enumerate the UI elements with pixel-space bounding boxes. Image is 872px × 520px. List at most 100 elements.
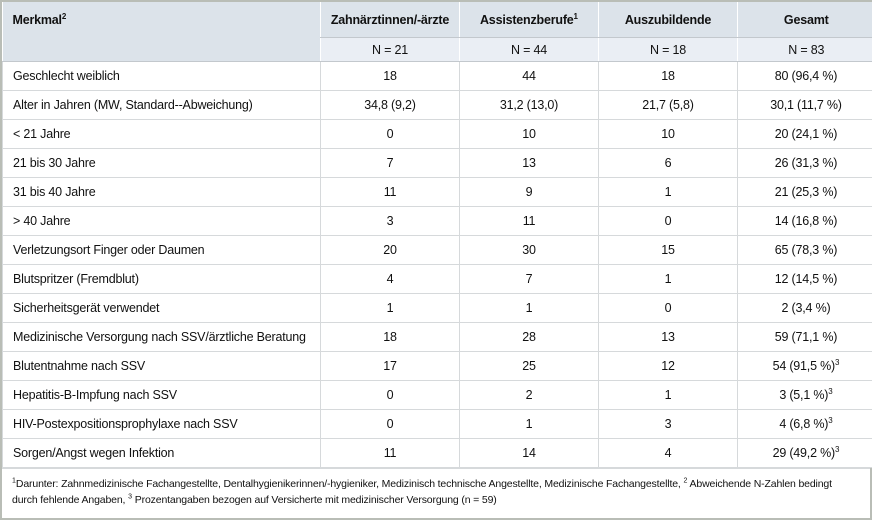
table-body: Geschlecht weiblich 18 44 18 80 (96,4 %)…: [2, 61, 872, 468]
row-label: 21 bis 30 Jahre: [2, 148, 321, 178]
row-label: Geschlecht weiblich: [2, 61, 321, 91]
row-value: 11: [459, 206, 599, 236]
row-value: 11: [320, 438, 460, 468]
row-value: 18: [320, 61, 460, 91]
row-value: 0: [320, 380, 460, 410]
row-value: 2 (3,4 %): [737, 293, 872, 323]
row-value: 29 (49,2 %)3: [737, 438, 872, 468]
row-label: Blutspritzer (Fremdblut): [2, 264, 321, 294]
table-footnotes: 1Darunter: Zahnmedizinische Fachangestel…: [2, 468, 870, 518]
row-value: 30: [459, 235, 599, 265]
row-value: 20 (24,1 %): [737, 119, 872, 149]
row-value: 4: [320, 264, 460, 294]
row-value: 14: [459, 438, 599, 468]
row-value: 54 (91,5 %)3: [737, 351, 872, 381]
table-row: Sorgen/Angst wegen Infektion 11 14 4 29 …: [2, 438, 872, 468]
table-row: HIV-Postexpositionsprophylaxe nach SSV 0…: [2, 409, 872, 439]
row-value: 3: [320, 206, 460, 236]
table-row: > 40 Jahre 3 11 0 14 (16,8 %): [2, 206, 872, 236]
n-count-zahnaerzte: N = 21: [320, 37, 460, 62]
row-value: 11: [320, 177, 460, 207]
row-value: 26 (31,3 %): [737, 148, 872, 178]
header-label: Assistenzberufe: [479, 12, 574, 27]
table-row: Medizinische Versorgung nach SSV/ärztlic…: [2, 322, 872, 352]
row-value: 7: [320, 148, 460, 178]
row-value: 4 (6,8 %)3: [737, 409, 872, 439]
header-cell-assistenzberufe: Assistenzberufe1: [459, 2, 599, 38]
n-count-row: N = 21 N = 44 N = 18 N = 83: [3, 37, 872, 62]
row-value: 2: [459, 380, 599, 410]
row-value: 17: [320, 351, 460, 381]
header-label: Zahnärztinnen/-ärzte: [330, 12, 450, 27]
row-value: 12 (14,5 %): [737, 264, 872, 294]
row-value: 13: [598, 322, 738, 352]
header-cell-zahnaerzte: Zahnärztinnen/-ärzte: [320, 2, 460, 38]
row-value: 9: [459, 177, 599, 207]
row-value: 0: [320, 119, 460, 149]
table-row: 21 bis 30 Jahre 7 13 6 26 (31,3 %): [2, 148, 872, 178]
row-value: 1: [459, 293, 599, 323]
header-row: Merkmal2 Zahnärztinnen/-ärzte Assistenzb…: [2, 2, 872, 62]
row-value: 28: [459, 322, 599, 352]
row-value: 15: [598, 235, 738, 265]
table-row: Alter in Jahren (MW, Standard--Abweichun…: [2, 90, 872, 120]
row-value: 21 (25,3 %): [737, 177, 872, 207]
row-value: 13: [459, 148, 599, 178]
header-label: Auszubildende: [624, 12, 712, 27]
row-value: 1: [598, 264, 738, 294]
row-value: 0: [598, 206, 738, 236]
row-value: 14 (16,8 %): [737, 206, 872, 236]
n-count-auszubildende: N = 18: [598, 37, 738, 62]
row-label: < 21 Jahre: [2, 119, 321, 149]
row-label: Sicherheitsgerät verwendet: [2, 293, 321, 323]
row-value: 12: [598, 351, 738, 381]
table-row: 31 bis 40 Jahre 11 9 1 21 (25,3 %): [2, 177, 872, 207]
table-row: Geschlecht weiblich 18 44 18 80 (96,4 %): [2, 61, 872, 91]
row-value: 31,2 (13,0): [459, 90, 599, 120]
row-value: 10: [459, 119, 599, 149]
table-row: < 21 Jahre 0 10 10 20 (24,1 %): [2, 119, 872, 149]
header-superscript: 2: [61, 11, 67, 21]
data-table: Merkmal2 Zahnärztinnen/-ärzte Assistenzb…: [2, 2, 872, 468]
row-value: 20: [320, 235, 460, 265]
row-label: 31 bis 40 Jahre: [2, 177, 321, 207]
table-row: Verletzungsort Finger oder Daumen 20 30 …: [2, 235, 872, 265]
row-label: Verletzungsort Finger oder Daumen: [2, 235, 321, 265]
row-value: 0: [320, 409, 460, 439]
row-label: Alter in Jahren (MW, Standard--Abweichun…: [2, 90, 321, 120]
row-value: 44: [459, 61, 599, 91]
row-value: 1: [598, 380, 738, 410]
row-value: 34,8 (9,2): [320, 90, 460, 120]
table-row: Sicherheitsgerät verwendet 1 1 0 2 (3,4 …: [2, 293, 872, 323]
row-value: 7: [459, 264, 599, 294]
row-label: HIV-Postexpositionsprophylaxe nach SSV: [2, 409, 321, 439]
table-row: Blutspritzer (Fremdblut) 4 7 1 12 (14,5 …: [2, 264, 872, 294]
row-value: 65 (78,3 %): [737, 235, 872, 265]
header-cell-auszubildende: Auszubildende: [598, 2, 738, 38]
row-value: 18: [320, 322, 460, 352]
row-value: 3 (5,1 %)3: [737, 380, 872, 410]
row-value: 1: [598, 177, 738, 207]
header-label: Merkmal: [12, 13, 63, 27]
row-value: 4: [598, 438, 738, 468]
row-value: 25: [459, 351, 599, 381]
header-label: Gesamt: [783, 12, 829, 27]
row-value: 1: [459, 409, 599, 439]
header-superscript: 1: [573, 11, 578, 21]
n-count-gesamt: N = 83: [737, 37, 872, 62]
row-value: 0: [598, 293, 738, 323]
row-value: 18: [598, 61, 738, 91]
row-label: > 40 Jahre: [2, 206, 321, 236]
header-cell-gesamt: Gesamt: [737, 2, 872, 38]
row-value: 21,7 (5,8): [598, 90, 738, 120]
n-count-assistenzberufe: N = 44: [459, 37, 599, 62]
row-label: Blutentnahme nach SSV: [2, 351, 321, 381]
header-cell-merkmal: Merkmal2: [2, 2, 321, 62]
row-value: 6: [598, 148, 738, 178]
table-row: Blutentnahme nach SSV 17 25 12 54 (91,5 …: [2, 351, 872, 381]
row-label: Hepatitis-B-Impfung nach SSV: [2, 380, 321, 410]
table-row: Hepatitis-B-Impfung nach SSV 0 2 1 3 (5,…: [2, 380, 872, 410]
row-label: Sorgen/Angst wegen Infektion: [2, 438, 321, 468]
row-value: 80 (96,4 %): [737, 61, 872, 91]
